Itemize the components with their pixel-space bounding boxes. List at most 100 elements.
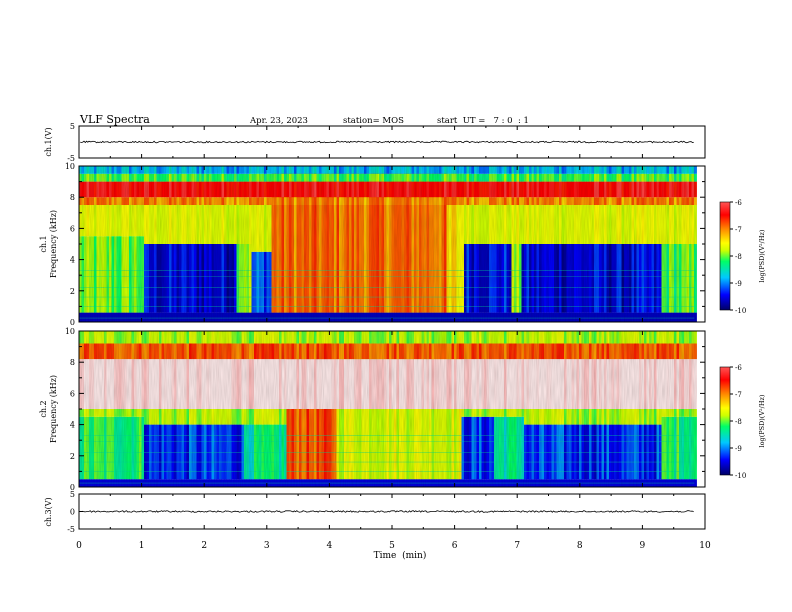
spectrogram-cell <box>219 244 222 313</box>
spectrogram-cell <box>599 343 602 360</box>
spectrogram-cell <box>676 331 680 344</box>
spectrogram-cell <box>554 331 557 344</box>
spectrogram-cell <box>109 359 112 409</box>
spectrogram-cell <box>609 359 612 409</box>
spectrogram-cell <box>681 331 685 344</box>
spectrogram-cell <box>529 181 532 198</box>
spectrogram-cell <box>534 197 537 205</box>
spectrogram-cell <box>484 343 487 360</box>
spectrogram-cell <box>251 424 255 480</box>
spectrogram-cell <box>471 359 475 409</box>
spectrogram-cell <box>629 343 632 360</box>
spectrogram-cell <box>396 166 400 174</box>
spectrogram-cell <box>219 359 222 409</box>
spectrogram-cell <box>469 244 472 313</box>
spectrogram-cell <box>566 205 570 244</box>
spectrogram-cell <box>484 244 487 313</box>
spectrogram-cell <box>606 424 610 480</box>
spectrogram-cell <box>229 205 232 244</box>
spectrogram-cell <box>506 359 510 409</box>
spectrogram-cell <box>219 173 222 182</box>
spectrogram-cell <box>511 205 515 244</box>
spectrogram-cell <box>384 166 387 174</box>
spectrogram-cell <box>306 331 310 344</box>
spectrogram-cell <box>414 181 417 198</box>
spectrogram-cell <box>631 181 635 198</box>
spectrogram-cell <box>451 166 455 313</box>
spectrogram-cell <box>501 343 505 360</box>
spectrogram-cell <box>171 409 175 425</box>
spectrogram-cell <box>284 331 287 344</box>
spectrogram-cell <box>79 181 82 198</box>
spectrogram-cell <box>136 312 140 322</box>
spectrogram-cell <box>334 181 337 198</box>
spectrogram-cell <box>179 166 182 174</box>
spectrogram-cell <box>689 244 692 313</box>
spectrogram-cell <box>659 424 662 480</box>
x-tick-label: 5 <box>389 541 395 551</box>
spectrogram-cell <box>349 197 352 205</box>
spectrogram-cell <box>691 181 695 198</box>
spectrogram-cell <box>151 424 155 480</box>
spectrogram-cell <box>521 409 525 417</box>
spectrogram-cell <box>164 166 167 174</box>
spectrogram-cell <box>471 416 475 480</box>
spectrogram-cell <box>91 181 95 198</box>
spectrogram-cell <box>559 197 562 205</box>
spectrogram-cell <box>676 343 680 360</box>
spectrogram-cell <box>441 181 445 198</box>
spectrogram-cell <box>326 181 330 198</box>
spectrogram-cell <box>464 359 467 409</box>
spectrogram-cell <box>671 331 675 344</box>
spectrogram-cell <box>571 166 575 174</box>
spectrogram-cell <box>649 409 652 425</box>
spectrogram-cell <box>196 424 200 480</box>
spectrogram-cell <box>616 244 620 313</box>
spectrogram-cell <box>264 359 267 409</box>
spectrogram-cell <box>179 181 182 198</box>
spectrogram-cell <box>499 244 502 313</box>
spectrogram-cell <box>104 359 107 409</box>
spectrogram-cell <box>146 424 150 480</box>
spectrogram-cell <box>241 197 245 205</box>
spectrogram-cell <box>546 181 550 198</box>
spectrogram-cell <box>666 312 670 322</box>
spectrogram-cell <box>129 205 132 237</box>
spectrogram-cell <box>609 409 612 425</box>
spectrogram-cell <box>521 312 525 322</box>
spectrogram-cell <box>239 359 242 409</box>
spectrogram-cell <box>421 166 425 174</box>
spectrogram-cell <box>441 343 445 360</box>
spectrogram-cell <box>669 205 672 244</box>
spectrogram-cell <box>249 343 252 360</box>
spectrogram-cell <box>544 181 547 198</box>
spectrogram-cell <box>679 409 682 417</box>
spectrogram-cell <box>396 166 400 313</box>
spectrogram-cell <box>334 166 337 174</box>
spectrogram-cell <box>306 312 310 322</box>
spectrogram-cell <box>101 236 105 313</box>
spectrogram-cell <box>139 331 142 344</box>
spectrogram-cell <box>624 244 627 313</box>
spectrogram-cell <box>131 166 135 174</box>
spectrogram-cell <box>499 359 502 409</box>
spectrogram-cell <box>676 181 680 198</box>
spectrogram-cell <box>499 205 502 244</box>
spectrogram-cell <box>511 409 515 417</box>
spectrogram-cell <box>366 173 370 182</box>
spectrogram-cell <box>626 331 630 344</box>
spectrogram-cell <box>214 343 217 360</box>
spectrogram-cell <box>151 331 155 344</box>
spectrogram-cell <box>304 181 307 198</box>
spectrogram-cell <box>506 173 510 182</box>
spectrogram-cell <box>491 409 495 417</box>
spectrogram-cell <box>531 331 535 344</box>
spectrogram-cell <box>144 424 147 480</box>
spectrogram-cell <box>234 312 237 322</box>
spectrogram-cell <box>556 312 560 322</box>
spectrogram-cell <box>531 343 535 360</box>
spectrogram-cell <box>109 312 112 322</box>
spectrogram-cell <box>261 424 265 480</box>
spectrogram-cell <box>546 205 550 244</box>
spectrogram-cell <box>636 244 640 313</box>
